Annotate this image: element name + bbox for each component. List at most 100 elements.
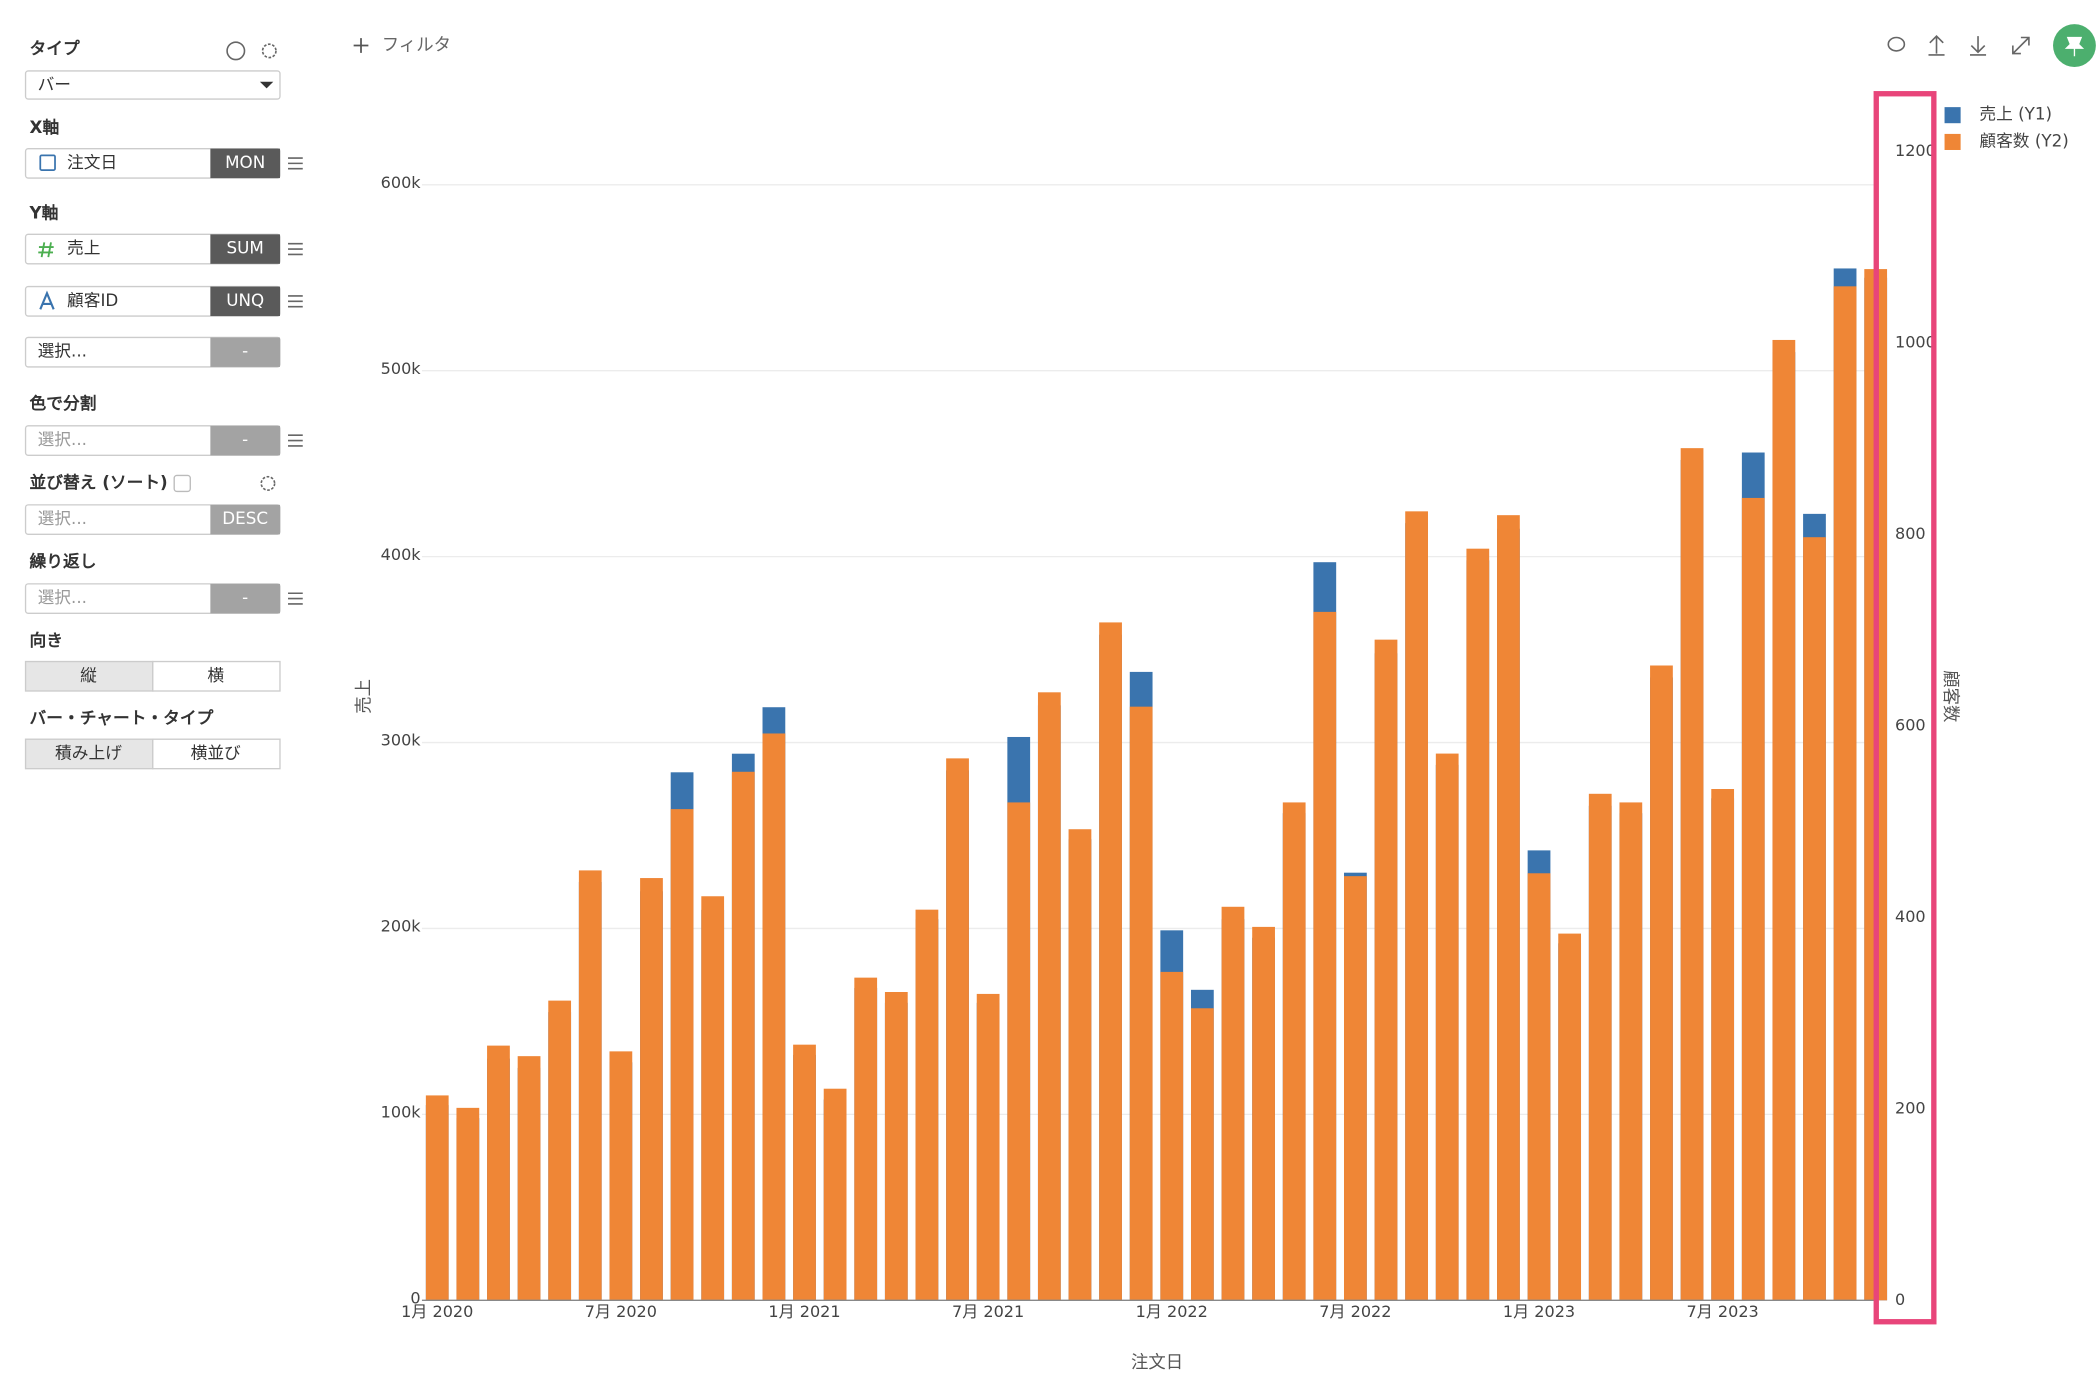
legend-swatch xyxy=(1944,107,1961,124)
bar xyxy=(823,1088,847,1301)
number-icon xyxy=(38,242,54,258)
dropdown-arrow xyxy=(259,81,274,89)
highlight-box xyxy=(1873,91,1937,1325)
y2-tick-label: 400 xyxy=(1895,907,1926,926)
y-axis-title: 売上 xyxy=(354,679,374,714)
type-dropdown[interactable] xyxy=(24,70,281,100)
settings-icon[interactable] xyxy=(261,43,277,59)
toggle-selected[interactable] xyxy=(24,738,154,770)
bar xyxy=(1099,622,1122,1301)
agg-label: DESC xyxy=(222,508,268,528)
agg-label: - xyxy=(242,587,248,607)
x-tick-label: 7月 2020 xyxy=(585,1302,657,1321)
agg-button[interactable] xyxy=(210,148,280,179)
bar xyxy=(701,896,725,1301)
y-tick-label: 100k xyxy=(381,1103,422,1122)
bar xyxy=(1435,753,1459,1301)
toggle[interactable] xyxy=(152,738,281,770)
dropdown-value: バー xyxy=(38,74,71,94)
agg-label: MON xyxy=(225,152,265,172)
agg-button[interactable] xyxy=(210,234,280,264)
upload-icon[interactable] xyxy=(1928,35,1945,56)
checkbox[interactable] xyxy=(173,474,191,493)
expand-icon[interactable] xyxy=(2012,36,2030,55)
x-tick-label: 7月 2023 xyxy=(1687,1302,1759,1321)
toggle[interactable] xyxy=(152,660,281,692)
bar xyxy=(1833,286,1857,1301)
y-tick-label: 400k xyxy=(381,545,422,564)
bar xyxy=(1252,926,1275,1301)
bar xyxy=(1558,933,1582,1301)
y-tick-label: 200k xyxy=(381,917,422,936)
date-icon xyxy=(39,154,56,171)
comment-icon[interactable] xyxy=(1887,36,1906,52)
agg-button[interactable] xyxy=(210,504,280,535)
x-tick-label: 7月 2021 xyxy=(952,1302,1024,1321)
bar xyxy=(1313,611,1337,1301)
y2-tick-label: 1000 xyxy=(1895,332,1936,351)
bar xyxy=(1650,665,1673,1301)
bar xyxy=(517,1056,541,1301)
filter-button[interactable]: フィルタ xyxy=(382,36,451,56)
field-name: 注文日 xyxy=(67,152,117,172)
field-name: 売上 xyxy=(67,238,100,258)
toggle-selected[interactable] xyxy=(24,660,154,692)
label: バー・チャート・タイプ xyxy=(30,708,214,728)
toolbar-icons xyxy=(1887,24,2096,67)
label: 並び替え (ソート) xyxy=(30,472,168,492)
toggle-label: 積み上げ xyxy=(55,742,122,762)
bar xyxy=(640,878,663,1301)
placeholder: 選択... xyxy=(38,429,87,449)
bar xyxy=(1497,515,1520,1301)
y-tick-label: 600k xyxy=(381,173,422,192)
bar xyxy=(578,870,602,1301)
toggle-label: 横 xyxy=(207,665,224,685)
help-icon[interactable] xyxy=(226,41,246,61)
x-tick-label: 1月 2020 xyxy=(401,1302,473,1321)
agg-label: UNQ xyxy=(226,290,264,310)
y-tick-label: 0 xyxy=(410,1288,420,1307)
bar xyxy=(1405,511,1428,1301)
legend-label: 顧客数 (Y2) xyxy=(1979,130,2068,150)
menu-icon[interactable] xyxy=(288,434,303,447)
y2-tick-label: 600 xyxy=(1895,715,1926,734)
menu-icon[interactable] xyxy=(288,157,303,170)
bar xyxy=(1772,339,1796,1301)
label: X軸 xyxy=(30,117,60,137)
x-tick-label: 1月 2023 xyxy=(1503,1302,1575,1321)
sidebar: タイプ バー X軸 注文日 MON Y軸 売上 SUM 顧客ID UNQ 選択.… xyxy=(24,38,303,770)
bar xyxy=(425,1095,449,1301)
bar xyxy=(1160,971,1184,1301)
label: 繰り返し xyxy=(30,551,97,571)
toggle-label: 横並び xyxy=(191,742,241,762)
y2-axis-title: 顧客数 xyxy=(1940,670,1960,722)
agg-label: - xyxy=(242,429,248,449)
bar xyxy=(1037,692,1061,1301)
toggle-label: 縦 xyxy=(80,665,97,685)
y-tick-label: 500k xyxy=(381,359,422,378)
menu-icon[interactable] xyxy=(288,242,303,256)
menu-icon[interactable] xyxy=(288,295,303,308)
settings-icon[interactable] xyxy=(260,475,276,491)
agg-button[interactable] xyxy=(210,583,280,614)
add-icon[interactable] xyxy=(353,38,369,53)
bar xyxy=(854,977,878,1301)
download-icon[interactable] xyxy=(1969,36,1987,56)
bar xyxy=(762,733,786,1301)
y2-tick-label: 800 xyxy=(1895,524,1926,543)
bar xyxy=(670,809,694,1301)
bar xyxy=(548,1000,572,1301)
menu-icon[interactable] xyxy=(288,592,303,605)
label: 向き xyxy=(30,630,63,650)
placeholder: 選択... xyxy=(38,508,87,528)
agg-button[interactable] xyxy=(210,425,280,456)
agg-button[interactable] xyxy=(210,286,280,317)
bar xyxy=(1007,802,1031,1301)
bar xyxy=(487,1045,510,1301)
field-name: 選択... xyxy=(38,341,87,361)
x-axis-title: 注文日 xyxy=(1131,1353,1183,1373)
agg-button[interactable] xyxy=(210,337,280,367)
bar xyxy=(1221,906,1245,1301)
